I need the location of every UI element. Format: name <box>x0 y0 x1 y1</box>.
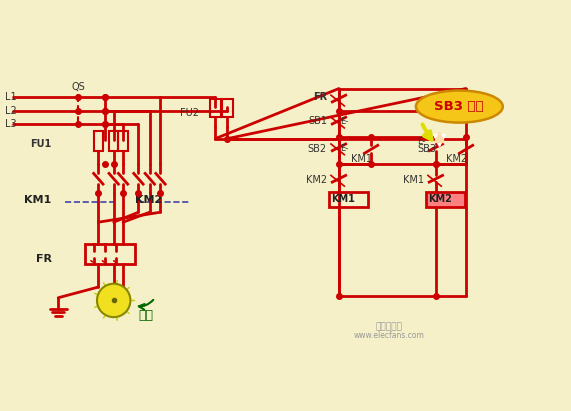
Text: FR: FR <box>35 254 51 264</box>
Text: L2: L2 <box>5 106 17 115</box>
Bar <box>109 131 118 151</box>
Text: 反转: 反转 <box>138 309 154 322</box>
Text: SB3 闭合: SB3 闭合 <box>435 100 484 113</box>
Text: KM1: KM1 <box>331 194 355 205</box>
Text: KM1: KM1 <box>25 195 51 205</box>
Bar <box>329 192 368 207</box>
Text: KM2: KM2 <box>428 194 452 205</box>
Text: FU1: FU1 <box>30 139 51 149</box>
Text: E-: E- <box>340 117 348 126</box>
Text: KM1: KM1 <box>351 154 372 164</box>
Text: KM1: KM1 <box>403 175 424 185</box>
Circle shape <box>97 284 130 317</box>
Ellipse shape <box>416 90 502 122</box>
Text: E-: E- <box>417 138 425 146</box>
Text: FU2: FU2 <box>180 108 199 118</box>
Text: www.elecfans.com: www.elecfans.com <box>353 331 425 340</box>
Bar <box>94 131 103 151</box>
Text: SB1: SB1 <box>308 116 327 126</box>
Bar <box>85 244 135 264</box>
Bar <box>222 99 233 117</box>
Text: KM2: KM2 <box>446 154 467 164</box>
Text: QS: QS <box>71 81 85 92</box>
Text: L1: L1 <box>5 92 17 102</box>
Bar <box>210 99 220 117</box>
Text: SB3: SB3 <box>417 144 436 155</box>
Text: 电子发烧友: 电子发烧友 <box>376 323 403 332</box>
Text: KM2: KM2 <box>135 195 162 205</box>
Bar <box>118 131 128 151</box>
Text: FR: FR <box>313 92 327 102</box>
Text: KM2: KM2 <box>306 175 327 185</box>
Text: L3: L3 <box>5 119 17 129</box>
Bar <box>426 192 465 207</box>
Text: E-: E- <box>340 144 348 153</box>
Text: SB2: SB2 <box>308 144 327 154</box>
